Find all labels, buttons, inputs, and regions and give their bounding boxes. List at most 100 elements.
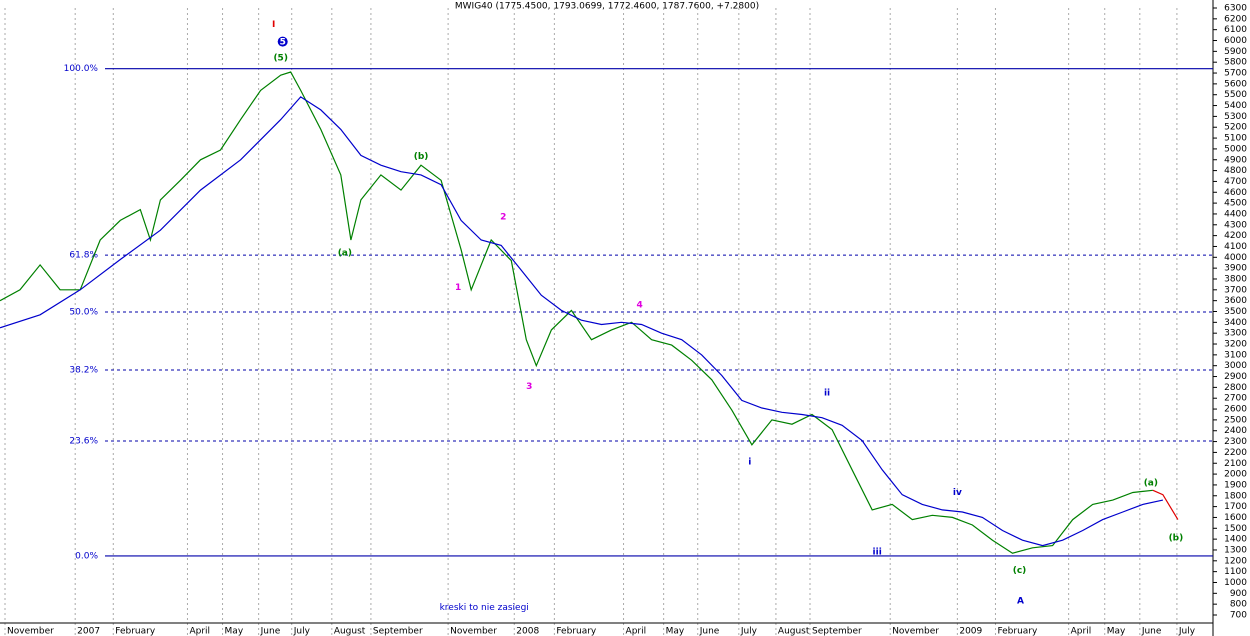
- fib-label: 50.0%: [69, 308, 98, 318]
- annotation: I: [272, 20, 275, 30]
- fib-label: 100.0%: [64, 64, 99, 74]
- y-tick-label: 4700: [1224, 177, 1247, 187]
- y-tick-label: 1100: [1224, 567, 1247, 577]
- y-tick-label: 4000: [1224, 253, 1247, 263]
- y-tick-label: 4600: [1224, 188, 1247, 198]
- y-tick-label: 3000: [1224, 361, 1247, 371]
- y-tick-label: 1800: [1224, 491, 1247, 501]
- x-tick-label: April: [626, 627, 647, 636]
- annotation: A: [1017, 596, 1024, 606]
- fib-label: 38.2%: [69, 366, 98, 376]
- x-tick-label: June: [1141, 627, 1162, 636]
- annotation: 3: [526, 382, 532, 392]
- price-line: [1152, 489, 1179, 520]
- x-tick-label: April: [1071, 627, 1092, 636]
- y-tick-label: 1900: [1224, 480, 1247, 490]
- fib-label: 61.8%: [69, 251, 98, 261]
- x-tick-label: November: [7, 627, 54, 636]
- fib-label: 23.6%: [69, 437, 98, 447]
- y-tick-label: 1600: [1224, 513, 1247, 523]
- y-tick-label: 3200: [1224, 340, 1247, 350]
- y-tick-label: 2300: [1224, 437, 1247, 447]
- y-tick-label: 5900: [1224, 47, 1247, 57]
- y-tick-label: 4900: [1224, 155, 1247, 165]
- y-tick-label: 6300: [1224, 4, 1247, 14]
- x-tick-label: September: [812, 627, 862, 636]
- price-line: [0, 96, 1164, 547]
- y-tick-label: 4100: [1224, 242, 1247, 252]
- y-tick-label: 5500: [1224, 90, 1247, 100]
- x-tick-label: June: [699, 627, 720, 636]
- annotation: (5): [273, 53, 288, 63]
- y-tick-label: 3300: [1224, 329, 1247, 339]
- y-tick-label: 1000: [1224, 578, 1247, 588]
- x-tick-label: May: [666, 627, 685, 636]
- x-tick-label: September: [373, 627, 423, 636]
- annotation: 4: [636, 300, 642, 310]
- x-tick-label: February: [997, 627, 1038, 636]
- y-tick-label: 3400: [1224, 318, 1247, 328]
- y-tick-label: 3900: [1224, 264, 1247, 274]
- annotation: iii: [873, 548, 882, 558]
- annotation: i: [748, 458, 751, 468]
- y-tick-label: 2100: [1224, 459, 1247, 469]
- y-tick-label: 800: [1230, 600, 1247, 610]
- y-tick-label: 3600: [1224, 296, 1247, 306]
- annotation: (b): [1169, 534, 1184, 544]
- chart-title: MWIG40 (1775.4500, 1793.0699, 1772.4600,…: [455, 2, 759, 12]
- y-tick-label: 700: [1230, 611, 1247, 621]
- y-tick-label: 5200: [1224, 123, 1247, 133]
- y-tick-label: 5000: [1224, 144, 1247, 154]
- x-tick-label: June: [260, 627, 281, 636]
- annotation: (a): [1144, 478, 1158, 488]
- annotation: kreski to nie zasiegi: [440, 603, 529, 613]
- y-tick-label: 5100: [1224, 134, 1247, 144]
- y-tick-label: 6200: [1224, 14, 1247, 24]
- x-tick-label: 2008: [516, 627, 539, 636]
- y-tick-label: 2200: [1224, 448, 1247, 458]
- x-tick-label: May: [225, 627, 244, 636]
- y-tick-label: 5800: [1224, 58, 1247, 68]
- y-tick-label: 1200: [1224, 556, 1247, 566]
- x-tick-label: April: [189, 627, 210, 636]
- x-tick-label: August: [778, 627, 810, 636]
- y-tick-label: 1500: [1224, 524, 1247, 534]
- annotation: (b): [414, 152, 429, 162]
- annotation: 2: [500, 213, 506, 223]
- annotation: ii: [824, 388, 830, 398]
- y-tick-label: 5400: [1224, 101, 1247, 111]
- wave-marker: [277, 36, 288, 47]
- y-tick-label: 3100: [1224, 350, 1247, 360]
- y-tick-label: 3500: [1224, 307, 1247, 317]
- y-tick-label: 2400: [1224, 426, 1247, 436]
- y-tick-label: 4300: [1224, 220, 1247, 230]
- x-tick-label: February: [556, 627, 597, 636]
- x-tick-label: 2007: [77, 627, 100, 636]
- y-tick-label: 6100: [1224, 25, 1247, 35]
- y-tick-label: 2600: [1224, 405, 1247, 415]
- fib-label: 0.0%: [75, 551, 98, 561]
- x-tick-label: August: [334, 627, 366, 636]
- y-tick-label: 2900: [1224, 372, 1247, 382]
- annotation: 5: [280, 38, 286, 48]
- y-tick-label: 5700: [1224, 69, 1247, 79]
- x-tick-label: July: [1178, 627, 1196, 636]
- y-tick-label: 3800: [1224, 274, 1247, 284]
- y-tick-label: 1700: [1224, 502, 1247, 512]
- y-tick-label: 3700: [1224, 285, 1247, 295]
- annotation: (a): [338, 248, 352, 258]
- y-tick-label: 4200: [1224, 231, 1247, 241]
- x-tick-label: July: [740, 627, 758, 636]
- y-tick-label: 1400: [1224, 535, 1247, 545]
- x-tick-label: May: [1107, 627, 1126, 636]
- x-tick-label: November: [892, 627, 939, 636]
- annotation: 1: [455, 283, 461, 293]
- y-tick-label: 2000: [1224, 470, 1247, 480]
- y-tick-label: 5600: [1224, 79, 1247, 89]
- x-tick-label: 2009: [959, 627, 982, 636]
- annotation: iv: [953, 488, 962, 498]
- y-tick-label: 2800: [1224, 383, 1247, 393]
- x-tick-label: July: [293, 627, 311, 636]
